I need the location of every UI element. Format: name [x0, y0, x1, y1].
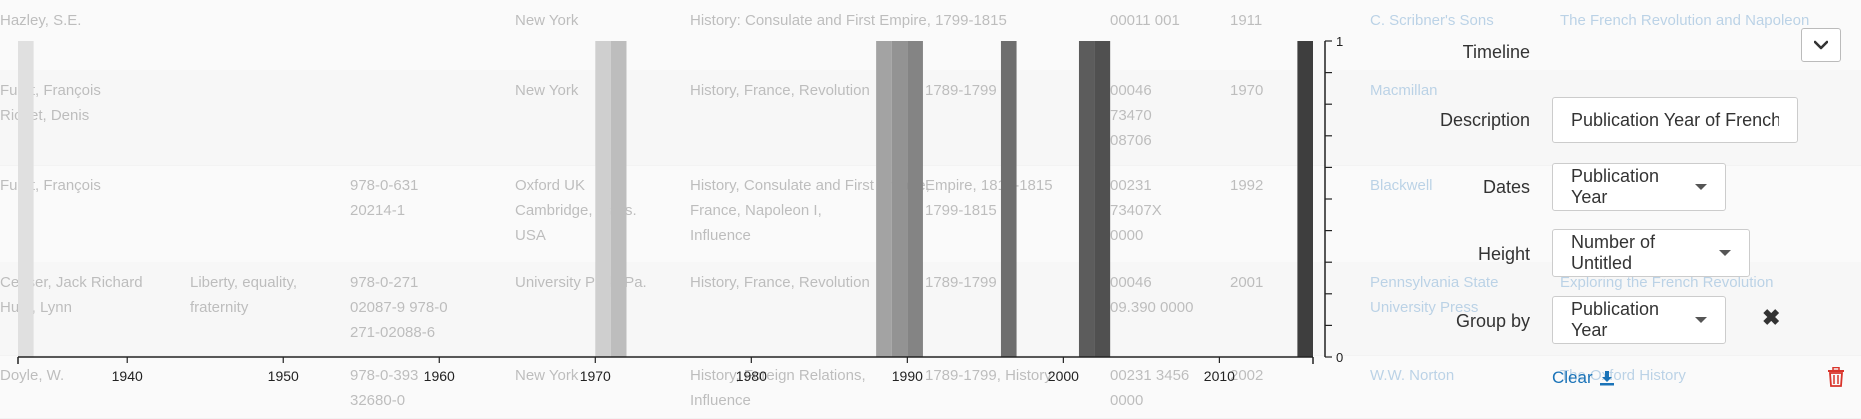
timeline-bar[interactable]	[876, 41, 892, 357]
timeline-bar[interactable]	[1297, 41, 1313, 357]
timeline-bar[interactable]	[595, 41, 611, 357]
timeline-bar[interactable]	[891, 41, 908, 357]
clear-button[interactable]: Clear	[1552, 368, 1615, 388]
remove-group-icon[interactable]: ✖	[1762, 305, 1781, 330]
timeline-label: Timeline	[1462, 42, 1530, 62]
timeline-bar[interactable]	[1078, 41, 1095, 357]
x-tick-label: 1970	[580, 368, 611, 384]
group-by-select[interactable]: Publication Year	[1552, 296, 1726, 344]
x-tick-label: 2000	[1048, 368, 1079, 384]
dates-select-value: Publication Year	[1571, 166, 1660, 207]
trash-icon[interactable]	[1827, 367, 1845, 387]
dates-select[interactable]: Publication Year	[1552, 163, 1726, 211]
x-tick-label: 1990	[892, 368, 923, 384]
caret-down-icon	[1719, 250, 1731, 256]
timeline-chart: 1940 1950 1960 1970 1980 1990 2000 2010 1 0	[0, 10, 1345, 390]
height-select-value: Number of Untitled	[1571, 232, 1656, 273]
x-tick-label: 1950	[268, 368, 299, 384]
group-by-label: Group by	[1455, 311, 1530, 331]
y-max-label: 1	[1336, 34, 1343, 49]
timeline-bar[interactable]	[18, 41, 34, 357]
group-by-select-value: Publication Year	[1571, 299, 1660, 340]
dates-label: Dates	[1482, 177, 1530, 197]
timeline-bar[interactable]	[1094, 41, 1111, 357]
height-select[interactable]: Number of Untitled	[1552, 229, 1750, 277]
timeline-bar[interactable]	[907, 41, 923, 357]
timeline-bar[interactable]	[1000, 41, 1017, 357]
clear-label: Clear	[1552, 368, 1593, 387]
collapse-toggle-button[interactable]	[1801, 28, 1841, 62]
timeline-svg: 1940 1950 1960 1970 1980 1990 2000 2010 1 0	[17, 34, 1343, 384]
download-icon	[1599, 371, 1614, 386]
x-tick-label: 1980	[736, 368, 767, 384]
timeline-bar[interactable]	[610, 41, 627, 357]
description-input[interactable]	[1552, 97, 1798, 143]
chevron-down-icon	[1814, 40, 1828, 50]
caret-down-icon	[1695, 317, 1707, 323]
x-tick-label: 1940	[112, 368, 143, 384]
description-label: Description	[1439, 110, 1530, 130]
timeline-settings-panel: Timeline Description Dates Publication Y…	[1345, 0, 1861, 418]
y-min-label: 0	[1336, 350, 1343, 365]
x-tick-label: 1960	[424, 368, 455, 384]
height-label: Height	[1477, 244, 1530, 264]
x-tick-label: 2010	[1204, 368, 1235, 384]
caret-down-icon	[1695, 184, 1707, 190]
